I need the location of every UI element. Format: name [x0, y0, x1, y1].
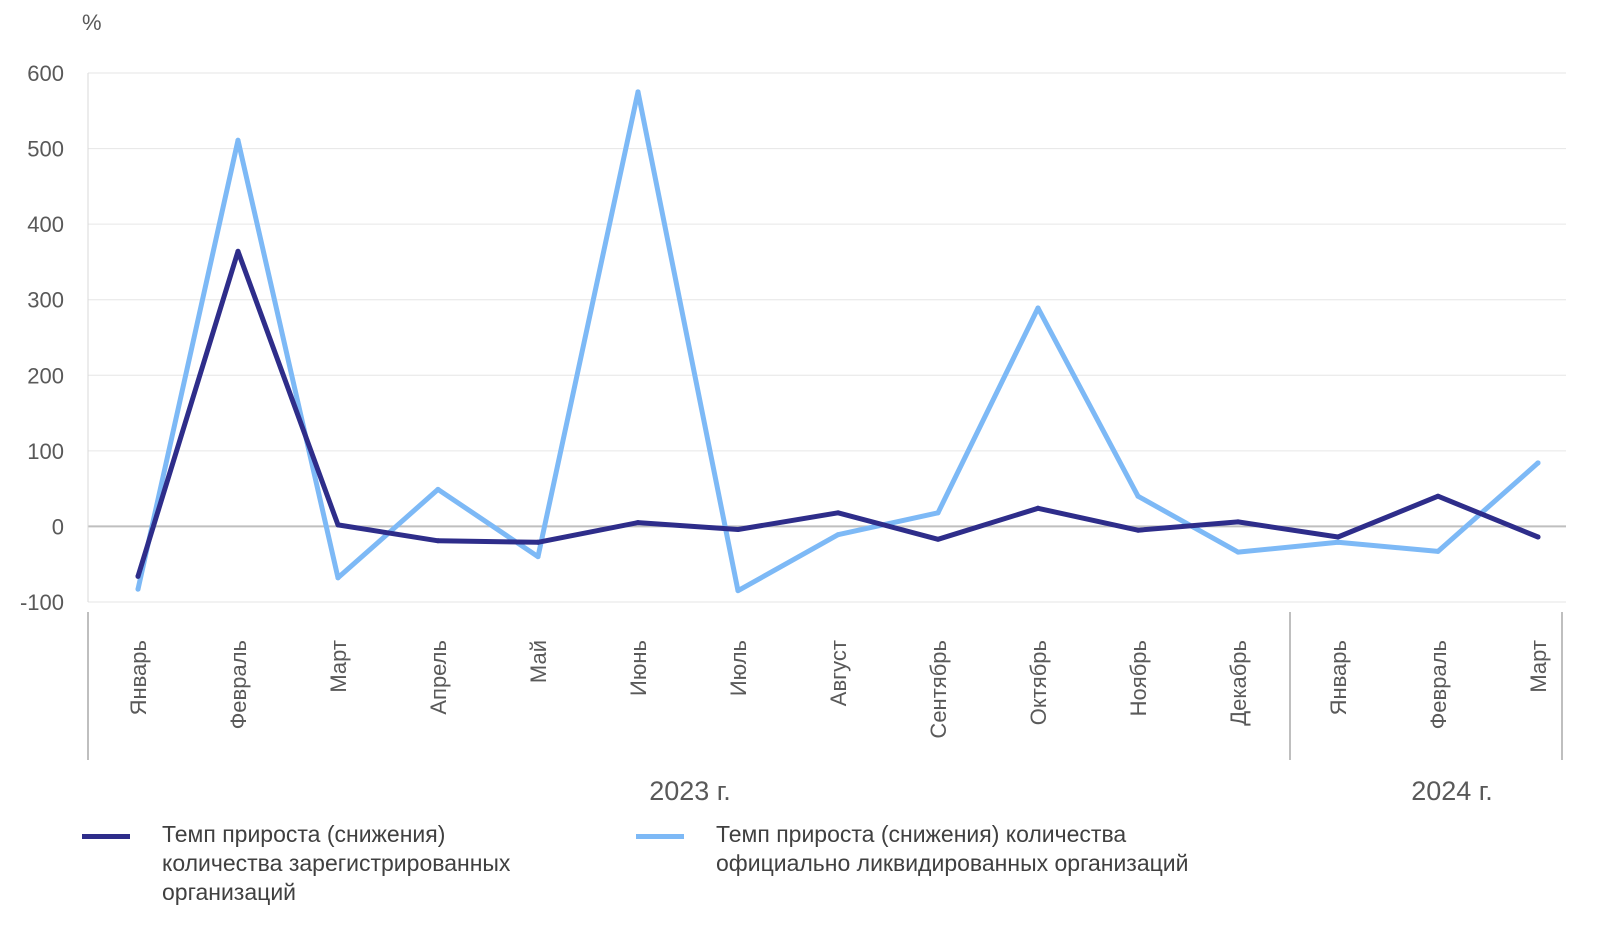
y-tick-label: 500 — [27, 137, 64, 162]
data-point — [835, 532, 841, 538]
data-point — [1535, 460, 1541, 466]
legend-item-liquidated: Темп прироста (снижения) количества офиц… — [636, 820, 1196, 878]
x-tick-label: Ноябрь — [1126, 640, 1151, 716]
x-tick-label: Октябрь — [1026, 640, 1051, 725]
series-lines — [135, 89, 1541, 594]
y-tick-label: 300 — [27, 288, 64, 313]
data-point — [335, 575, 341, 581]
data-point — [135, 573, 141, 579]
data-point — [1235, 519, 1241, 525]
x-group-label: 2023 г. — [649, 776, 731, 806]
x-tick-label: Июнь — [626, 640, 651, 696]
x-tick-label: Февраль — [1426, 640, 1451, 729]
data-point — [535, 554, 541, 560]
data-point — [635, 520, 641, 526]
y-tick-label: -100 — [20, 590, 64, 615]
data-point — [1135, 527, 1141, 533]
y-axis: 600 500 400 300 200 100 0 -100 — [20, 61, 89, 615]
y-tick-label: 0 — [52, 514, 64, 539]
y-tick-label: 400 — [27, 212, 64, 237]
data-point — [1435, 548, 1441, 554]
data-point — [135, 586, 141, 592]
legend-swatch — [636, 834, 684, 839]
x-tick-label: Апрель — [426, 640, 451, 715]
data-point — [1535, 534, 1541, 540]
legend-label: Темп прироста (снижения) количества заре… — [162, 821, 511, 905]
data-point — [835, 510, 841, 516]
y-tick-label: 600 — [27, 61, 64, 86]
data-point — [335, 522, 341, 528]
data-point — [535, 539, 541, 545]
grid-lines — [88, 72, 1566, 603]
x-tick-label: Август — [826, 640, 851, 706]
x-tick-label: Февраль — [226, 640, 251, 729]
data-point — [435, 486, 441, 492]
x-tick-label: Март — [326, 640, 351, 693]
data-point — [1035, 305, 1041, 311]
data-point — [935, 510, 941, 516]
x-axis: Январь Февраль Март Апрель Май Июнь Июль Август… — [87, 612, 1563, 806]
x-tick-label: Январь — [1326, 640, 1351, 715]
data-point — [1035, 505, 1041, 511]
x-tick-label: Май — [526, 640, 551, 683]
legend-swatch — [82, 834, 130, 839]
data-point — [735, 526, 741, 532]
data-point — [1335, 534, 1341, 540]
series-line-2 — [135, 89, 1541, 594]
data-point — [1335, 539, 1341, 545]
x-tick-label: Июль — [726, 640, 751, 696]
y-unit-label: % — [82, 10, 102, 35]
x-group-label: 2024 г. — [1411, 776, 1493, 806]
legend-item-registered: Темп прироста (снижения) количества заре… — [82, 820, 572, 907]
data-point — [1435, 493, 1441, 499]
data-point — [735, 588, 741, 594]
data-point — [1135, 493, 1141, 499]
x-tick-label: Январь — [126, 640, 151, 715]
data-point — [435, 538, 441, 544]
data-point — [235, 137, 241, 143]
x-tick-label: Март — [1526, 640, 1551, 693]
x-tick-label: Декабрь — [1226, 640, 1251, 726]
data-point — [1235, 549, 1241, 555]
data-point — [235, 248, 241, 254]
y-tick-label: 200 — [27, 363, 64, 388]
legend-label: Темп прироста (снижения) количества офиц… — [716, 821, 1189, 876]
y-tick-label: 100 — [27, 439, 64, 464]
data-point — [635, 89, 641, 95]
x-tick-label: Сентябрь — [926, 640, 951, 739]
data-point — [935, 536, 941, 542]
